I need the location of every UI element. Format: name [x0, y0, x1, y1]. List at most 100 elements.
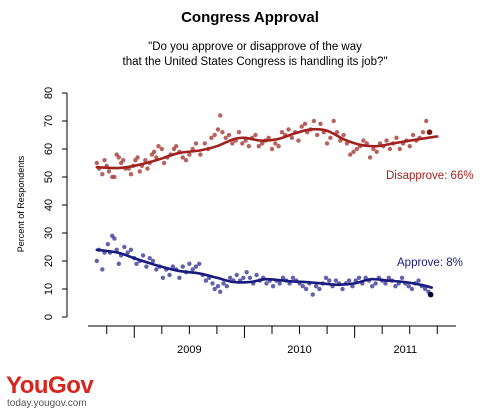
y-tick-label: 60 — [43, 143, 55, 155]
disapprove-point — [302, 121, 308, 127]
disapprove-point — [256, 144, 261, 149]
disapprove-point — [259, 141, 265, 146]
disapprove-point — [112, 174, 117, 180]
approve-point — [227, 275, 233, 280]
approve-point — [147, 256, 152, 261]
approve-point — [277, 281, 282, 286]
y-axis-label: Percent of Respondents — [16, 155, 26, 252]
approve-point — [356, 275, 362, 280]
disapprove-point — [273, 141, 278, 146]
disapprove-point — [183, 158, 189, 163]
disapprove-point — [286, 127, 291, 132]
disapprove-point — [143, 158, 148, 163]
disapprove-point — [311, 118, 317, 124]
approve-point — [313, 284, 319, 289]
approve-point — [150, 258, 156, 264]
disapprove-point — [226, 132, 232, 138]
approve-point — [270, 284, 276, 289]
approve-point — [221, 281, 226, 286]
disapprove-point — [156, 144, 161, 149]
disapprove-label: Disapprove: 66% — [386, 170, 474, 182]
disapprove-point — [341, 132, 346, 138]
disapprove-point — [407, 144, 412, 149]
y-ticks: 0 10 20 30 40 50 60 70 80 — [43, 87, 67, 320]
disapprove-point — [334, 130, 340, 135]
disapprove-point — [230, 141, 235, 146]
y-tick-label: 20 — [43, 255, 55, 267]
disapprove-point — [318, 121, 323, 127]
series-approve — [94, 233, 434, 298]
disapprove-point — [100, 172, 105, 177]
approve-point — [244, 270, 249, 275]
approve-point — [218, 289, 223, 294]
approve-point — [177, 275, 182, 280]
yougov-logo: YouGov — [6, 372, 94, 399]
approve-point — [170, 264, 176, 269]
disapprove-point — [354, 146, 360, 152]
approve-point — [310, 292, 315, 297]
approve-point — [370, 284, 375, 289]
approve-point — [264, 281, 269, 286]
disapprove-point — [121, 158, 126, 163]
disapprove-point — [198, 152, 203, 157]
disapprove-point — [328, 135, 333, 140]
series-disapprove — [94, 113, 439, 180]
approve-point — [125, 250, 130, 255]
disapprove-point — [220, 130, 225, 135]
approve-point — [333, 278, 339, 283]
approve-point — [144, 264, 149, 269]
disapprove-point — [102, 158, 107, 163]
disapprove-point — [299, 124, 304, 129]
disapprove-point — [397, 146, 403, 152]
disapprove-point — [135, 155, 140, 160]
disapprove-point — [420, 130, 426, 135]
disapprove-point — [202, 141, 207, 146]
approve-point — [346, 278, 352, 283]
disapprove-point — [374, 149, 379, 154]
approve-point — [373, 281, 378, 286]
approve-point — [116, 261, 122, 266]
approve-point — [140, 253, 146, 258]
disapprove-point — [266, 135, 271, 140]
y-tick-label: 10 — [43, 283, 55, 295]
disapprove-point — [106, 169, 112, 174]
disapprove-point — [145, 166, 150, 171]
approve-point — [94, 258, 100, 264]
approve-point — [128, 247, 134, 252]
y-tick-label: 40 — [43, 199, 55, 211]
approve-trend-line — [95, 248, 434, 289]
yougov-site: today.yougov.com — [7, 398, 87, 409]
approve-point — [247, 275, 253, 280]
disapprove-point — [279, 130, 285, 135]
disapprove-point — [276, 144, 281, 149]
chart-subtitle-line-2: that the United States Congress is handl… — [123, 56, 388, 68]
approve-label: Approve: 8% — [397, 257, 463, 269]
x-tick-label-2009: 2009 — [177, 344, 201, 356]
approve-point — [383, 281, 388, 286]
disapprove-point — [426, 129, 433, 135]
approve-point — [154, 267, 159, 272]
disapprove-point — [269, 146, 275, 152]
disapprove-point — [424, 118, 429, 124]
disapprove-point — [212, 132, 217, 138]
disapprove-point — [371, 146, 376, 152]
disapprove-point — [289, 135, 295, 140]
approve-point — [167, 272, 172, 278]
chart-subtitle-line-1: "Do you approve or disapprove of the way — [148, 41, 362, 53]
approve-point — [180, 264, 185, 269]
approve-point — [100, 267, 105, 272]
disapprove-point — [215, 127, 221, 132]
approve-point — [112, 236, 117, 241]
approve-point — [300, 284, 306, 289]
approve-point — [327, 278, 332, 283]
approve-point — [241, 275, 246, 280]
approve-point — [215, 284, 221, 289]
approve-point — [290, 275, 296, 280]
approve-point — [187, 261, 192, 266]
approve-point — [193, 264, 199, 269]
y-tick-label: 0 — [43, 314, 55, 320]
approve-point — [160, 275, 166, 280]
approve-point — [212, 286, 217, 292]
approve-point — [105, 242, 111, 247]
approve-point — [427, 291, 434, 298]
